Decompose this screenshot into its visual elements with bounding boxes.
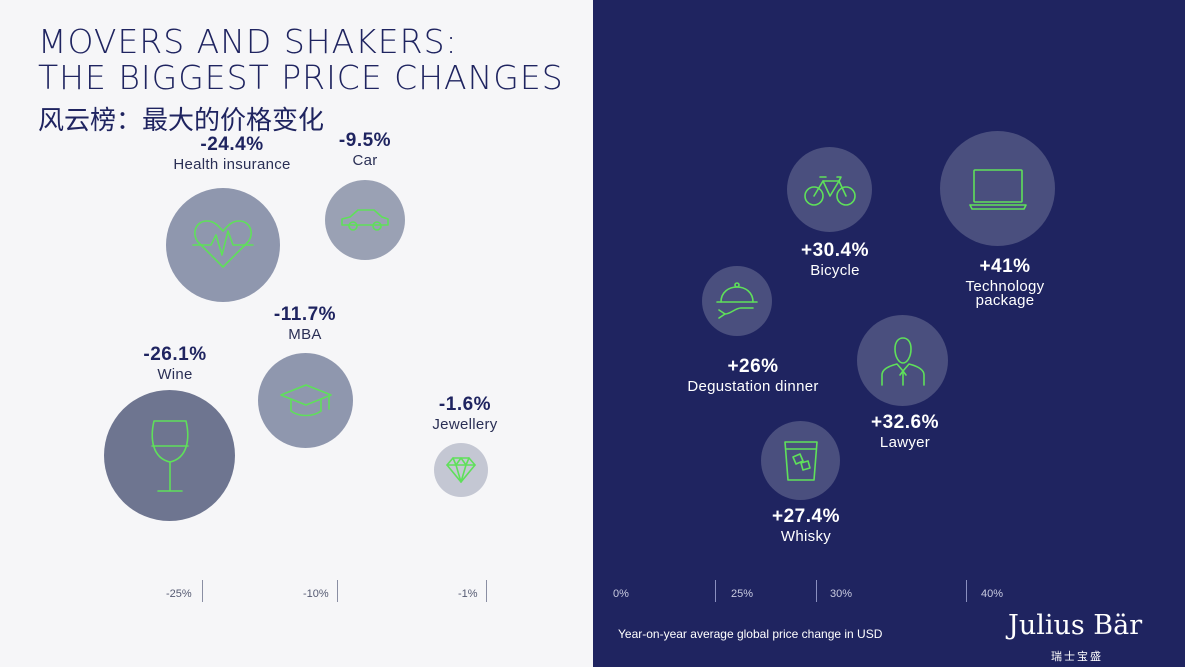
car-icon — [341, 209, 389, 231]
health-insurance-name: Health insurance — [173, 156, 291, 173]
wine-glass-icon — [150, 419, 189, 492]
tick-label-minus-10: -10% — [303, 588, 329, 600]
jewellery-label: -1.6% Jewellery — [425, 394, 505, 433]
whisky-glass-icon — [783, 440, 818, 481]
tick-minus-25 — [202, 580, 203, 602]
decreases-panel: MOVERS AND SHAKERS: THE BIGGEST PRICE CH… — [38, 22, 564, 602]
whisky-name: Whisky — [780, 528, 832, 545]
technology-package-name-1: Technology — [965, 278, 1045, 295]
tick-label-minus-25: -25% — [166, 588, 192, 600]
heart-pulse-icon — [192, 220, 254, 268]
axis-caption: Year-on-year average global price change… — [618, 627, 883, 641]
whisky-bubble — [761, 421, 840, 500]
tick-minus-1 — [486, 580, 487, 602]
mba-bubble — [258, 353, 353, 448]
wine-name: Wine — [157, 366, 193, 383]
diamond-icon — [446, 457, 476, 483]
car-pct: -9.5% — [338, 130, 392, 151]
health-insurance-label: -24.4% Health insurance — [162, 134, 302, 173]
bicycle-bubble — [787, 147, 872, 232]
degustation-dinner-name: Degustation dinner — [687, 378, 819, 395]
degustation-dinner-bubble — [702, 266, 772, 336]
technology-package-bubble — [940, 131, 1055, 246]
jewellery-bubble — [434, 443, 488, 497]
tick-label-30: 30% — [830, 588, 853, 600]
lawyer-label: +32.6% Lawyer — [855, 412, 955, 451]
lawyer-pct: +32.6% — [871, 412, 939, 433]
jewellery-name: Jewellery — [432, 416, 498, 433]
wine-label: -26.1% Wine — [125, 344, 225, 383]
brand-logo: Julius Bär — [1008, 610, 1143, 641]
jewellery-pct: -1.6% — [438, 394, 492, 415]
lawyer-bubble — [857, 315, 948, 406]
tick-25 — [715, 580, 716, 602]
subtitle-chinese: 风云榜：最大的价格变化 — [38, 106, 325, 136]
laptop-icon — [968, 168, 1027, 210]
tick-label-minus-1: -1% — [458, 588, 478, 600]
cloche-icon — [716, 282, 758, 319]
bicycle-icon — [803, 175, 856, 206]
technology-package-label: +41% Technology package — [953, 256, 1057, 309]
wine-bubble — [104, 390, 235, 521]
tick-minus-10 — [337, 580, 338, 602]
tick-label-0: 0% — [613, 588, 629, 600]
wine-pct: -26.1% — [143, 344, 207, 365]
car-label: -9.5% Car — [320, 130, 410, 169]
technology-package-pct: +41% — [979, 256, 1031, 277]
brand-logo-chinese: 瑞士宝盛 — [1051, 651, 1103, 663]
bicycle-label: +30.4% Bicycle — [785, 240, 885, 279]
technology-package-name-2: package — [975, 292, 1035, 309]
bicycle-pct: +30.4% — [801, 240, 869, 261]
health-insurance-bubble — [166, 188, 280, 302]
tick-30 — [816, 580, 817, 602]
health-insurance-pct: -24.4% — [200, 134, 264, 155]
mba-label: -11.7% MBA — [260, 304, 350, 343]
car-bubble — [325, 180, 405, 260]
lawyer-icon — [880, 336, 925, 386]
lawyer-name: Lawyer — [879, 434, 931, 451]
car-name: Car — [352, 152, 378, 169]
title-line-2: THE BIGGEST PRICE CHANGES — [38, 58, 564, 97]
whisky-label: +27.4% Whisky — [758, 506, 854, 545]
degustation-dinner-pct: +26% — [727, 356, 779, 377]
mba-name: MBA — [288, 326, 322, 343]
increases-panel: +30.4% Bicycle +41% Technology package +… — [593, 0, 1185, 667]
tick-label-40: 40% — [981, 588, 1004, 600]
mba-pct: -11.7% — [273, 304, 337, 325]
title-line-1: MOVERS AND SHAKERS: — [38, 22, 458, 61]
bicycle-name: Bicycle — [810, 262, 860, 279]
tick-40 — [966, 580, 967, 602]
degustation-dinner-label: +26% Degustation dinner — [683, 356, 823, 395]
whisky-pct: +27.4% — [772, 506, 840, 527]
tick-label-25: 25% — [731, 588, 754, 600]
graduation-cap-icon — [279, 383, 332, 416]
